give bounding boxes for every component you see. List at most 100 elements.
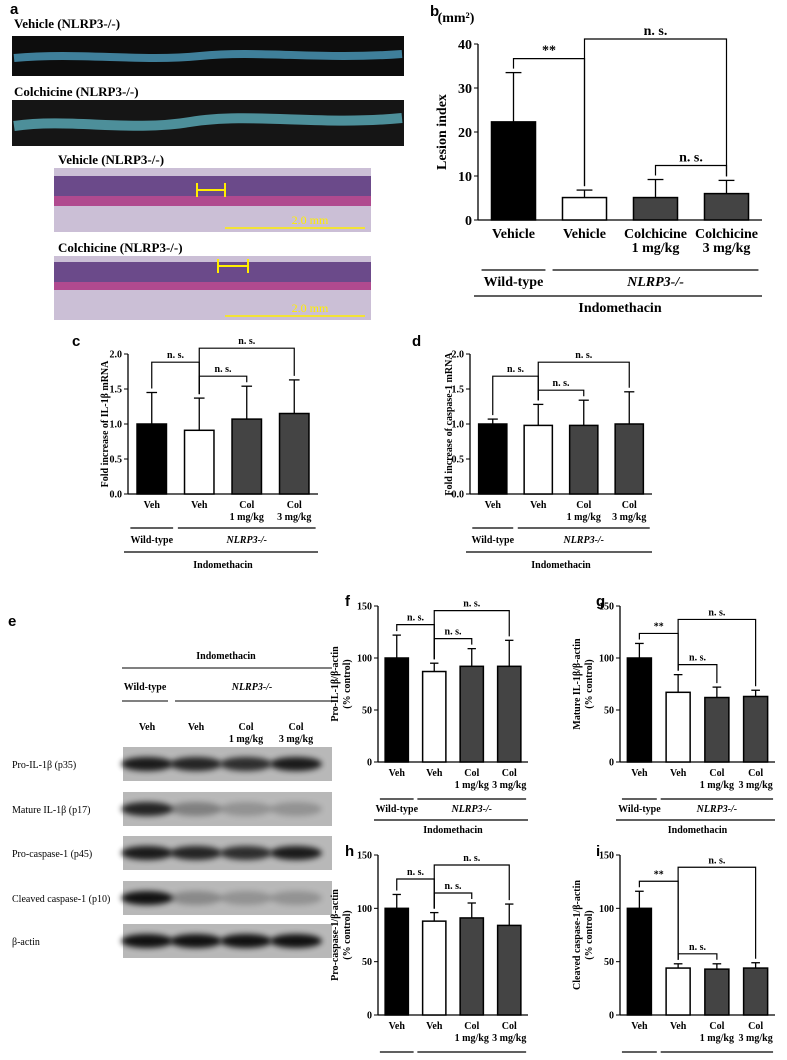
unit-label: (mm²) (438, 11, 475, 26)
y-tick-label: 150 (599, 851, 614, 862)
panel-label: i (596, 843, 600, 860)
significance-label: n. s. (689, 653, 706, 664)
x-tick-label: Veh (670, 1021, 687, 1032)
y-tick-label: 1.5 (452, 385, 465, 396)
row-label: Pro-IL-1β (p35) (12, 760, 76, 771)
group-label: NLRP3-/- (225, 535, 267, 546)
x-tick-label: Col 1 mg/kg (455, 768, 489, 791)
band (220, 757, 272, 771)
x-tick-label: Veh (426, 768, 443, 779)
bar (568, 424, 599, 495)
band (170, 934, 222, 948)
bar (384, 907, 410, 1016)
bar (703, 192, 750, 221)
x-tick-label: Col 3 mg/kg (612, 500, 646, 523)
bar (421, 670, 447, 763)
significance-label: n. s. (644, 24, 668, 39)
bar (477, 423, 508, 495)
group-label: Wild-type (375, 804, 418, 815)
band (270, 891, 322, 905)
band (270, 802, 322, 816)
band (121, 757, 173, 771)
band (121, 846, 173, 860)
x-tick-label: Colchicine 3 mg/kg (695, 227, 758, 256)
band (170, 757, 222, 771)
y-tick-label: 0 (609, 758, 614, 769)
x-tick-label: Col 3 mg/kg (492, 1021, 526, 1044)
group-label: Wild-type (124, 682, 167, 693)
bar (183, 429, 215, 495)
panel-label: b (430, 3, 439, 20)
significance-bracket (583, 38, 728, 187)
x-tick-label: Veh (631, 768, 648, 779)
muscle-layer (54, 196, 371, 206)
x-tick-label: Col 1 mg/kg (567, 500, 601, 523)
significance-label: n. s. (167, 350, 184, 361)
y-tick-label: 50 (604, 957, 614, 968)
significance-label: n. s. (708, 607, 725, 618)
significance-bracket (537, 389, 585, 401)
x-tick-label: Veh (530, 500, 547, 511)
y-axis-label: Cleaved caspase-1/β-actin(% control) (572, 880, 595, 990)
y-tick-label: 30 (458, 82, 472, 97)
row-label: β-actin (12, 937, 40, 948)
group-label: Wild-type (130, 535, 173, 546)
significance-label: n. s. (463, 853, 480, 864)
significance-bracket (677, 664, 718, 684)
group-label: Wild-type (618, 804, 661, 815)
bar (665, 691, 691, 763)
y-axis-label: Lesion index (435, 94, 450, 170)
lane-label: Col 3 mg/kg (279, 722, 313, 745)
x-tick-label: Veh (670, 768, 687, 779)
group-label: NLRP3-/- (696, 804, 738, 815)
treatment-label: Indomethacin (531, 560, 591, 571)
group-label: NLRP3-/- (562, 535, 604, 546)
intestine (13, 113, 403, 131)
bar (665, 967, 691, 1016)
significance-bracket (433, 638, 473, 660)
group-label: NLRP3-/- (231, 682, 273, 693)
significance-bracket (537, 361, 630, 401)
row-label: Mature IL-1β (p17) (12, 805, 90, 816)
chart: h Pro-caspase-1/β-actin(% control) 0 50 100 1… (330, 843, 528, 1060)
significance-label: n. s. (238, 336, 255, 347)
row-label: Cleaved caspase-1 (p10) (12, 894, 110, 905)
y-tick-label: 1.0 (110, 420, 123, 431)
y-tick-label: 2.0 (452, 350, 465, 361)
y-tick-label: 40 (458, 38, 472, 53)
y-tick-label: 100 (357, 654, 372, 665)
y-tick-label: 150 (357, 602, 372, 613)
band (220, 934, 272, 948)
bar (632, 196, 679, 221)
bar (136, 423, 168, 495)
group-label: Wild-type (471, 535, 514, 546)
bar (459, 665, 485, 763)
histology-label: Colchicine (NLRP3-/-) (58, 240, 183, 255)
significance-label: n. s. (463, 599, 480, 610)
x-tick-label: Vehicle (563, 227, 606, 242)
band (270, 846, 322, 860)
panel-label: c (72, 333, 80, 350)
significance-bracket (151, 361, 200, 395)
panel-e: e Indomethacin Wild-type NLRP3-/- Veh Veh… (8, 613, 332, 958)
band (121, 891, 173, 905)
y-tick-label: 50 (604, 706, 614, 717)
y-axis-label: Pro-IL-1β/β-actin(% control) (330, 646, 353, 722)
chart: b(mm²) Lesion index 0 10 20 30 40 Vehicle Vehicl… (430, 3, 762, 316)
x-tick-label: Veh (485, 500, 502, 511)
chart: g Mature IL-1β/β-actin(% control) 0 50 100 15… (572, 593, 775, 836)
x-tick-label: Colchicine 1 mg/kg (624, 227, 687, 256)
y-axis-label: Fold increase of IL-1β mRNA (100, 360, 111, 488)
treatment-label: Indomethacin (423, 825, 483, 836)
y-tick-label: 1.0 (452, 420, 465, 431)
x-tick-label: Col 3 mg/kg (739, 768, 773, 791)
treatment-label: Indomethacin (196, 651, 256, 662)
significance-bracket (677, 618, 757, 687)
y-axis-label: Fold increase of caspase-1 mRNA (444, 352, 455, 496)
treatment-label: Indomethacin (668, 825, 728, 836)
significance-label: n. s. (445, 881, 462, 892)
significance-label: n. s. (445, 627, 462, 638)
significance-bracket (396, 878, 435, 909)
chart: c Fold increase of IL-1β mRNA 0.0 0.5 1.0 1.5… (72, 333, 318, 571)
